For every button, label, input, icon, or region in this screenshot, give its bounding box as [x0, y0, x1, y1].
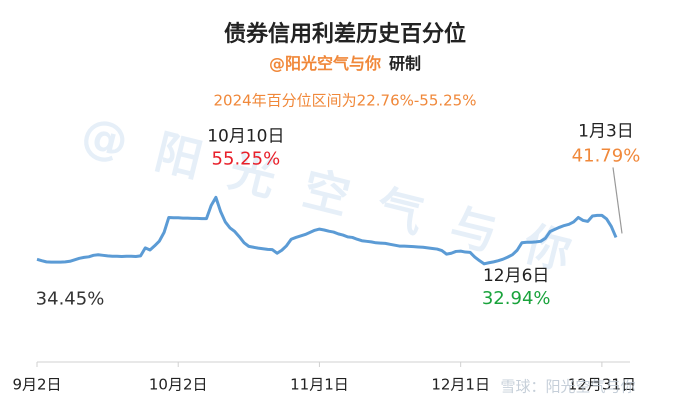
- watermark: 雪球：阳光空气与你: [500, 378, 635, 396]
- chart-title: 债券信用利差历史百分位: [224, 21, 466, 47]
- subtitle: @阳光空气与你 研制: [269, 54, 421, 73]
- x-tick-label: 12月31日: [568, 376, 636, 394]
- series-line: [36, 195, 618, 266]
- annotation-value: 34.45%: [36, 288, 105, 309]
- annotation-pointer: [612, 167, 623, 234]
- x-tick-label: 9月2日: [12, 376, 61, 394]
- subtitle-suffix: 研制: [389, 54, 421, 73]
- subtitle-author: @阳光空气与你: [269, 54, 381, 73]
- annotation-date: 1月3日: [578, 121, 634, 141]
- annotation-value: 55.25%: [212, 148, 281, 169]
- annotation-value: 32.94%: [482, 288, 551, 309]
- annotation-date: 10月10日: [207, 126, 284, 146]
- annotation-date: 12月6日: [483, 266, 549, 286]
- watermark: @阳光空气与你: [76, 106, 605, 287]
- annotation-value: 41.79%: [572, 145, 641, 166]
- x-tick-label: 11月1日: [290, 376, 349, 394]
- x-tick-label: 12月1日: [431, 376, 490, 394]
- range-note: 2024年百分位区间为22.76%-55.25%: [214, 92, 477, 110]
- x-tick-label: 10月2日: [149, 376, 208, 394]
